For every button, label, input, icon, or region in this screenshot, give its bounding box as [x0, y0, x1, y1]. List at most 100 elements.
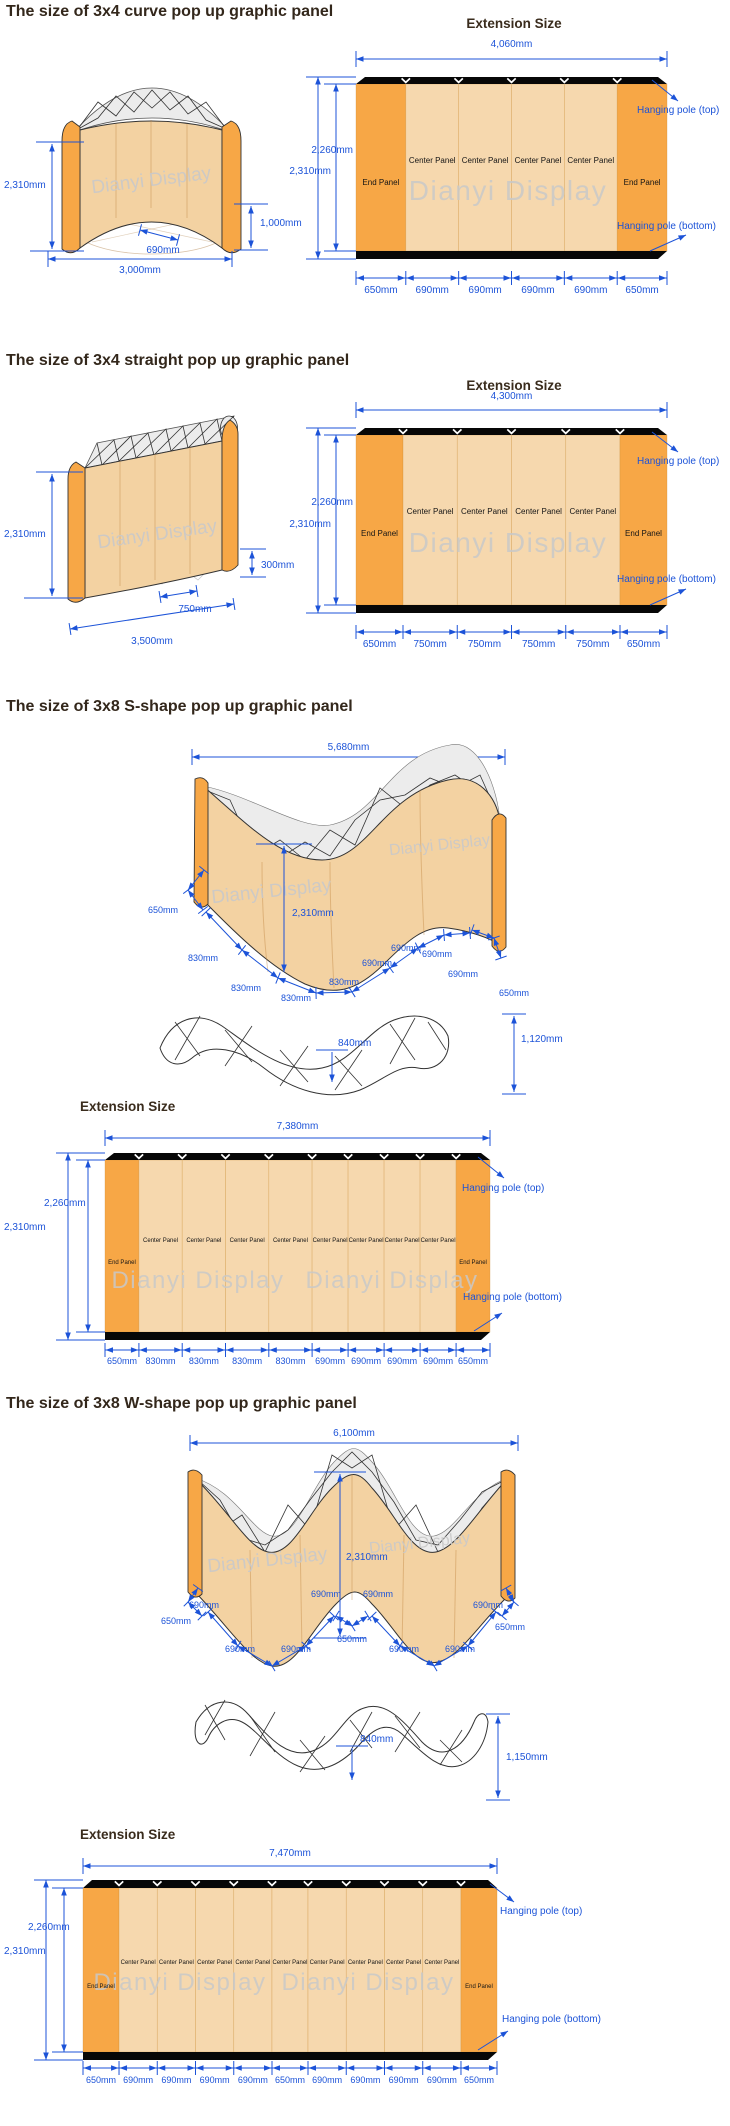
arrowhead-icon — [337, 1474, 343, 1482]
end-panel-label: End Panel — [361, 529, 398, 538]
arrowhead-icon — [659, 275, 667, 281]
arrowhead-icon — [329, 1074, 335, 1082]
hanging-pole-bottom-label: Hanging pole (bottom) — [617, 574, 716, 585]
segment-label: 830mm — [329, 977, 359, 987]
inner-height-label: 2,260mm — [311, 497, 353, 508]
arrowhead-icon — [500, 2031, 508, 2038]
dim-label: 6,100mm — [333, 1428, 375, 1439]
arrowhead-icon — [187, 2065, 196, 2071]
segment-label: 690mm — [391, 943, 421, 953]
dim-label: 830mm — [275, 1356, 305, 1366]
dim-label: 690mm — [468, 285, 501, 296]
segment-label: 650mm — [495, 1622, 525, 1632]
chevron-down-icon — [417, 1880, 428, 1887]
arrowhead-icon — [192, 754, 200, 760]
extension-title-straight: Extension Size — [466, 378, 562, 393]
arrowhead-icon — [308, 2065, 317, 2071]
dim-label: 650mm — [275, 2075, 305, 2085]
arrowhead-icon — [182, 1347, 191, 1353]
arrowhead-icon — [234, 2065, 242, 2071]
arrowhead-icon — [304, 1347, 312, 1353]
dim-label: 690mm — [387, 1356, 417, 1366]
center-panel-label: Center Panel — [186, 1238, 221, 1244]
arrowhead-icon — [111, 2065, 119, 2071]
arrowhead-icon — [230, 1638, 238, 1646]
tick — [183, 1597, 193, 1607]
arrowhead-icon — [346, 2065, 355, 2071]
dim-label: 3,000mm — [119, 265, 161, 276]
extension-straight-3x4: Dianyi Display End Panel Center Panel Cente… — [289, 391, 719, 650]
chevron-down-icon — [615, 428, 625, 435]
chevron-down-icon — [401, 77, 411, 84]
line — [249, 1549, 253, 1659]
line — [207, 1611, 239, 1647]
extension-curve-3x4: Dianyi Display End Panel Center Panel Cente… — [289, 39, 719, 296]
curve-depth-label: 1,000mm — [260, 218, 302, 229]
dim-label: 650mm — [625, 285, 658, 296]
arrowhead-icon — [506, 1895, 514, 1902]
line — [349, 1719, 373, 1749]
arrowhead-icon — [617, 275, 626, 281]
end-column — [193, 777, 209, 908]
tick — [203, 1607, 213, 1617]
tick — [197, 906, 209, 914]
watermark: Dianyi Display — [305, 1267, 478, 1294]
end-panel — [104, 1159, 140, 1333]
line — [389, 1023, 416, 1061]
arrowhead-icon — [333, 435, 339, 443]
chevron-down-icon — [452, 428, 463, 435]
tick — [268, 1660, 276, 1672]
arrowhead-icon — [160, 593, 168, 599]
arrowhead-icon — [326, 1616, 334, 1624]
segment-label: 650mm — [161, 1616, 191, 1626]
arrowhead-icon — [270, 971, 278, 978]
end-column — [221, 120, 242, 254]
tick — [348, 986, 356, 998]
dim-label: 5,680mm — [328, 742, 370, 753]
height-label: 2,310mm — [346, 1552, 388, 1563]
arrowhead-icon — [356, 407, 364, 413]
chevron-down-icon — [264, 1153, 274, 1160]
dim-label: 690mm — [200, 2075, 230, 2085]
end-panel-label: End Panel — [625, 529, 662, 538]
arrowhead-icon — [452, 2065, 461, 2071]
tick — [195, 584, 199, 598]
bar-end-wedge — [356, 428, 365, 435]
segment-label: 830mm — [231, 983, 261, 993]
arrowhead-icon — [281, 964, 287, 972]
hanging-bar-top — [356, 428, 667, 435]
dim-label: 7,470mm — [269, 1848, 311, 1859]
center-panel — [181, 1159, 226, 1333]
arrowhead-icon — [506, 1588, 513, 1596]
tick — [491, 1607, 501, 1617]
center-panel-label: Center Panel — [272, 1960, 307, 1966]
arrowhead-icon — [315, 605, 321, 613]
chevron-down-icon — [134, 1153, 144, 1160]
base-width-label: 3,500mm — [131, 636, 173, 647]
arrowhead-icon — [392, 1638, 400, 1646]
arrowhead-icon — [356, 56, 364, 62]
dim-label: 690mm — [351, 1356, 381, 1366]
arrowhead-icon — [659, 56, 667, 62]
arrowhead-icon — [196, 902, 203, 910]
dim-label: 650mm — [458, 1356, 488, 1366]
arrowhead-icon — [566, 629, 574, 635]
chevron-down-icon — [506, 428, 517, 435]
arrowhead-icon — [157, 2065, 166, 2071]
arrowhead-icon — [495, 1790, 501, 1798]
tick — [509, 1597, 519, 1607]
arrowhead-icon — [298, 1646, 306, 1653]
arrowhead-icon — [272, 2065, 280, 2071]
arrowhead-icon — [503, 275, 511, 281]
arrowhead-icon — [406, 275, 414, 281]
arrowhead-icon — [264, 1659, 272, 1666]
arrowhead-icon — [225, 2065, 234, 2071]
truss-line — [79, 91, 225, 127]
arrowhead-icon — [564, 275, 573, 281]
arrowhead-icon — [149, 2065, 157, 2071]
chevron-down-icon — [506, 77, 517, 84]
chevron-down-icon — [453, 77, 464, 84]
tick — [348, 1620, 356, 1632]
arrowhead-icon — [444, 931, 452, 938]
